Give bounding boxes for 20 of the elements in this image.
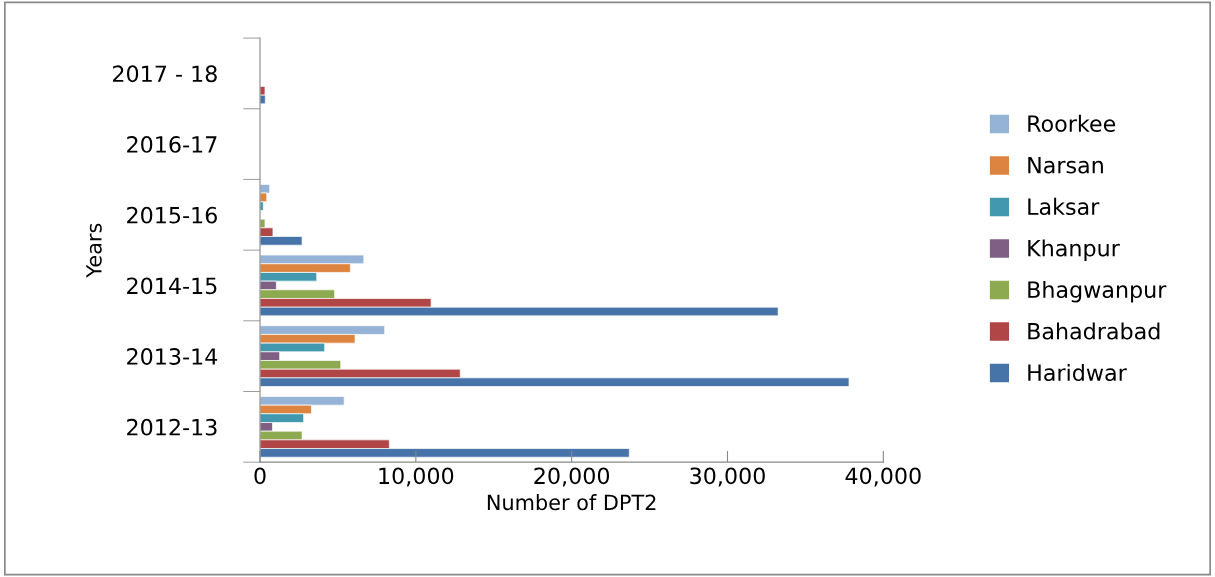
legend-label: Khanpur [1028,239,1120,261]
x-axis-title: Number of DPT2 [487,494,656,511]
legend-label: Bahadrabad [1028,322,1160,340]
y-tick-label: 2013-14 [127,348,218,365]
y-tick-label: 2012-13 [127,418,217,436]
legend-label: Roorkee [1028,114,1116,133]
legend-label: Narsan [1028,157,1103,174]
legend-label: Bhagwanpur [1028,280,1167,303]
x-tick-label: 40,000 [845,467,921,487]
y-tick-label: 2016-17 [127,136,217,153]
y-tick-label: 2014-15 [127,277,217,295]
x-tick-label: 10,000 [379,467,454,487]
y-axis-title: Years [86,223,102,278]
x-tick-label: 20,000 [534,467,610,487]
legend-label: Laksar [1028,197,1100,216]
y-tick-label: 2015-16 [127,206,217,224]
x-tick-label: 30,000 [690,467,765,487]
legend-label: Haridwar [1028,363,1127,382]
x-tick-label: 0 [254,467,266,485]
y-tick-label: 2017 - 18 [113,65,217,83]
